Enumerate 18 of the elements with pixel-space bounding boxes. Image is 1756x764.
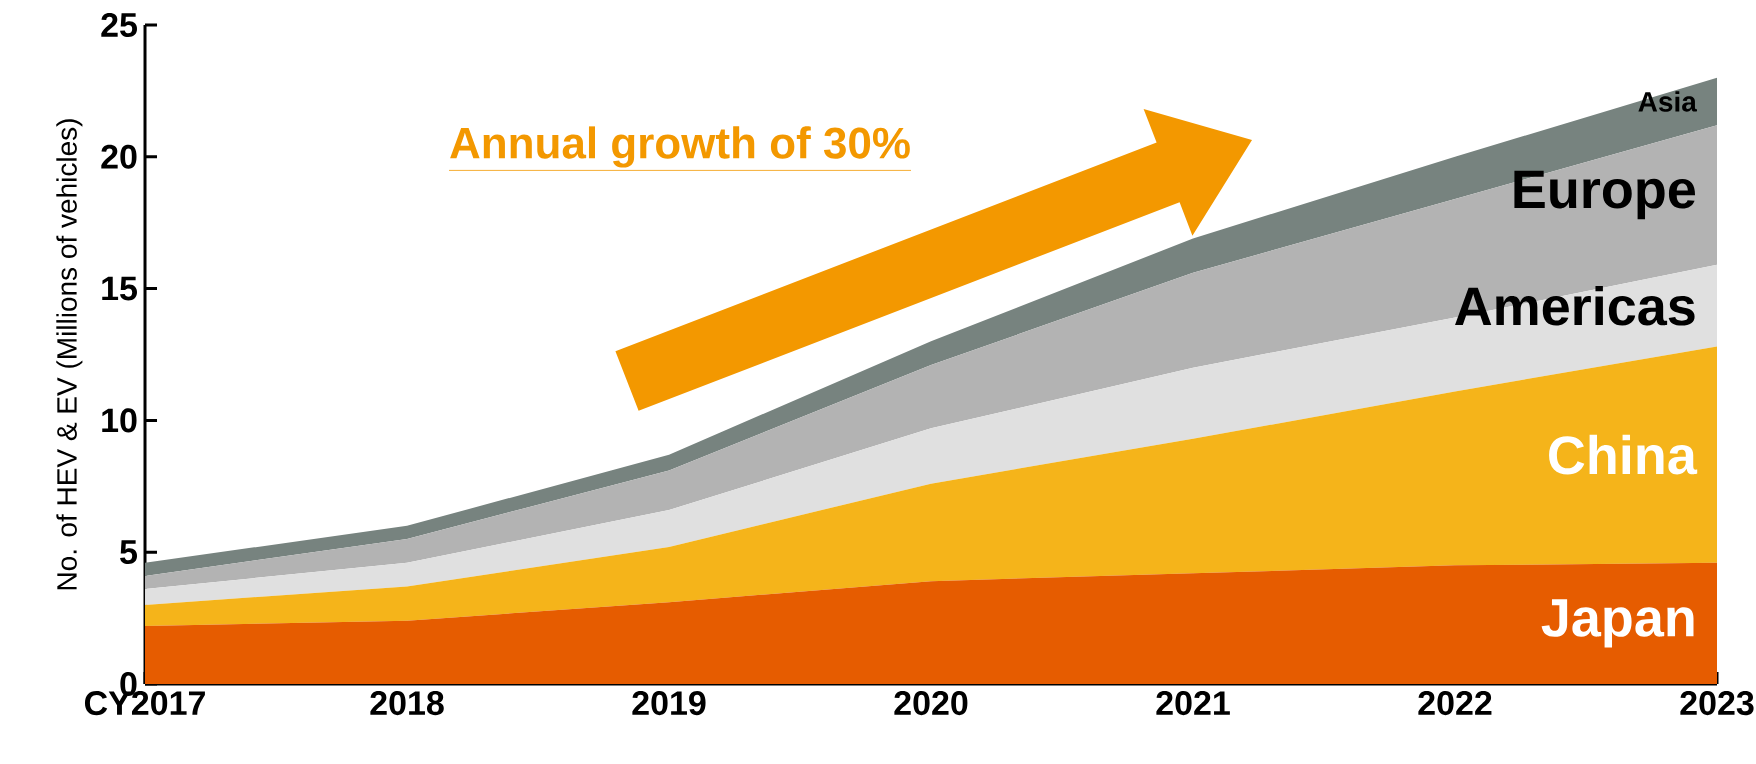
x-tick-label: 2022 bbox=[1418, 691, 1492, 716]
series-label: Europe bbox=[1514, 170, 1696, 220]
y-axis-title: No. of HEV & EV (Millions of vehicles) bbox=[56, 119, 83, 590]
x-tick-label: 2020 bbox=[894, 691, 968, 716]
y-tick-label: 5 bbox=[120, 540, 138, 565]
y-tick-label: 25 bbox=[101, 12, 137, 38]
x-tick-label: 2023 bbox=[1680, 691, 1754, 716]
y-tick-label: 15 bbox=[102, 276, 137, 301]
x-tick-label: 2019 bbox=[632, 691, 706, 716]
x-tick-label: 2021 bbox=[1156, 691, 1230, 716]
annotation: Annual growth of 30% bbox=[450, 126, 910, 168]
series-label: Japan bbox=[1541, 599, 1694, 648]
y-tick-label: 10 bbox=[102, 408, 137, 433]
x-tick-label: 2018 bbox=[370, 691, 444, 716]
series-label: Americas bbox=[1455, 285, 1695, 326]
series-label: Asia bbox=[1638, 91, 1698, 112]
y-tick-label: 20 bbox=[101, 144, 137, 169]
series-label: China bbox=[1549, 434, 1698, 475]
